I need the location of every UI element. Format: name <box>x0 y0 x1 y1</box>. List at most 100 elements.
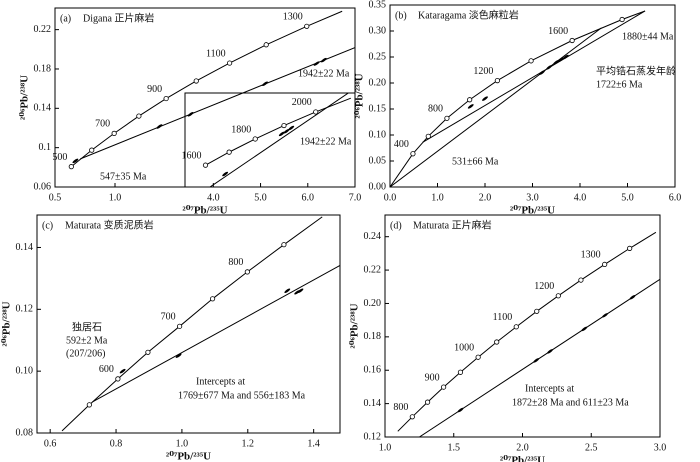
x-tick-label: 1.5 <box>448 442 461 453</box>
x-axis-label: ²⁰⁷Pb/²³⁵U <box>182 205 227 217</box>
discordia-line <box>209 93 350 187</box>
age-marker <box>263 42 269 48</box>
annotation: 1769±677 Ma and 556±183 Ma <box>178 390 306 401</box>
age-marker <box>578 277 584 283</box>
y-tick-label: 0.20 <box>369 77 387 88</box>
age-marker <box>569 37 575 44</box>
age-marker <box>494 78 500 84</box>
age-label: 400 <box>394 139 409 150</box>
y-tick-label: 0.22 <box>364 264 382 275</box>
y-tick-label: 0.24 <box>364 231 382 242</box>
x-tick-label: 2.0 <box>516 442 529 453</box>
x-tick-label: 5.0 <box>621 192 634 203</box>
y-tick-label: 0.25 <box>369 51 387 62</box>
age-label: 1100 <box>206 48 226 59</box>
age-marker <box>424 399 431 405</box>
age-label: 700 <box>161 312 176 323</box>
y-tick-label: 0.10 <box>16 365 34 376</box>
y-tick-label: 0.22 <box>34 24 52 35</box>
age-label: 2000 <box>292 97 312 108</box>
y-tick-label: 0.05 <box>369 155 387 166</box>
x-tick-label: 1.0 <box>109 192 122 203</box>
y-tick-label: 0.16 <box>364 365 382 376</box>
age-marker <box>441 384 447 390</box>
discordia-line <box>80 47 355 160</box>
x-tick-label: 7.0 <box>349 192 362 203</box>
plot-area <box>68 10 355 170</box>
y-tick-label: 0.18 <box>364 331 382 342</box>
x-tick-label: 1.2 <box>242 438 255 449</box>
x-tick-label: 1.0 <box>379 442 392 453</box>
x-tick-label: 6.0 <box>669 192 682 203</box>
x-tick-label: 1.0 <box>431 192 444 203</box>
age-label: 500 <box>52 152 67 163</box>
y-axis-label: ²⁰⁶Pb/²³⁸U <box>349 303 361 348</box>
age-marker <box>444 115 450 121</box>
x-tick-label: 0.5 <box>49 192 62 203</box>
plot-frame <box>384 214 661 438</box>
age-label: 800 <box>393 402 408 413</box>
x-tick-label: 0.8 <box>110 438 123 449</box>
annotation: Intercepts at <box>525 383 574 394</box>
age-marker <box>227 60 233 66</box>
annotation: 1942±22 Ma <box>298 68 350 79</box>
age-label: 1600 <box>181 150 201 161</box>
annotation: 1722±6 Ma <box>596 79 643 90</box>
x-tick-label: 1.4 <box>307 438 320 449</box>
age-label: 1300 <box>283 12 303 23</box>
age-marker <box>281 122 287 129</box>
age-marker <box>513 324 519 330</box>
concordia-curve <box>397 231 657 432</box>
age-marker <box>193 78 199 84</box>
annotation: 1942±22 Ma <box>300 136 352 147</box>
panel-title: Digana 正片麻岩 <box>83 11 154 24</box>
panel-label: (a) <box>60 13 71 24</box>
x-axis-label: ²⁰⁷Pb/²³⁵U <box>510 205 555 217</box>
plot-area <box>397 231 660 437</box>
plot-area <box>202 93 351 187</box>
age-marker <box>494 339 500 345</box>
age-marker <box>555 293 561 299</box>
concordia-curve <box>390 10 646 187</box>
error-ellipse <box>119 368 126 374</box>
age-label: 1100 <box>493 312 513 323</box>
age-marker <box>281 242 287 248</box>
annotation: Intercepts at <box>196 376 245 387</box>
age-marker <box>534 308 540 314</box>
error-ellipse <box>278 131 285 137</box>
age-label: 1600 <box>548 26 568 37</box>
discordia-line <box>92 264 340 403</box>
age-marker <box>177 323 183 329</box>
age-marker <box>111 130 117 136</box>
panel-label: (d) <box>390 220 402 231</box>
panel-title: Kataragama 淡色麻粒岩 <box>418 8 519 21</box>
error-ellipse <box>546 65 553 70</box>
age-label: 1200 <box>534 281 554 292</box>
y-tick-label: 0.14 <box>364 398 382 409</box>
x-tick-label: 0.0 <box>384 192 397 203</box>
y-axis-label: ²⁰⁶Pb/²³⁸U <box>1 301 13 346</box>
error-ellipse <box>262 81 268 86</box>
error-ellipse <box>547 349 553 354</box>
error-ellipse <box>467 104 474 109</box>
age-marker <box>209 296 216 302</box>
annotation: 547±35 Ma <box>100 171 147 182</box>
age-label: 800 <box>428 104 443 115</box>
y-tick-label: 0.30 <box>369 25 387 36</box>
y-tick-label: 0.08 <box>16 427 34 438</box>
age-label: 1200 <box>473 66 493 77</box>
plot-area <box>61 216 340 432</box>
error-ellipse <box>539 70 545 75</box>
error-ellipse <box>187 111 194 117</box>
error-ellipse <box>156 124 163 129</box>
error-ellipse <box>297 288 304 293</box>
age-marker <box>627 245 633 251</box>
age-marker <box>89 147 95 153</box>
error-ellipse <box>562 54 569 60</box>
error-ellipse <box>457 407 464 413</box>
plot-frame <box>36 214 341 434</box>
panel-label: (b) <box>395 10 407 21</box>
error-ellipse <box>284 288 291 293</box>
annotation: (207/206) <box>66 348 105 359</box>
